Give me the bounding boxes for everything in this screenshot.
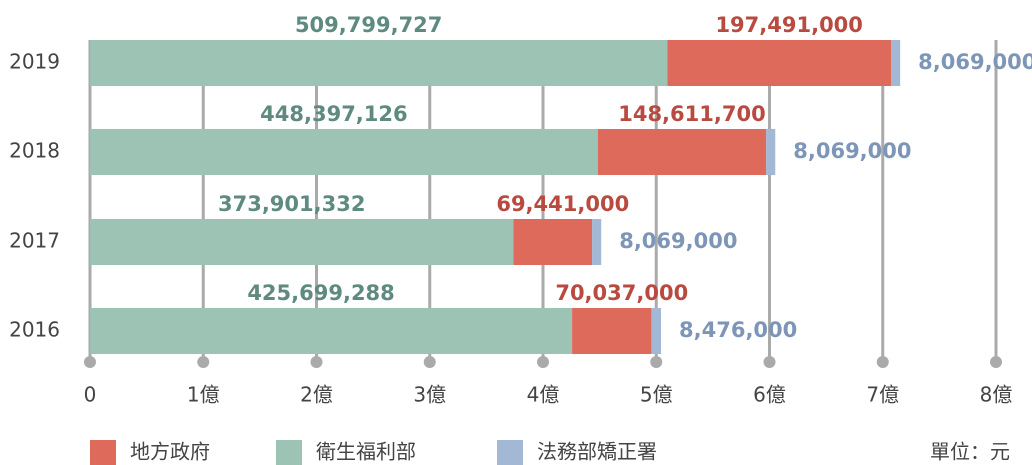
- y-tick-label: 2019: [9, 50, 60, 74]
- tick-dot: [537, 356, 549, 368]
- x-tick-label: 7億: [866, 383, 899, 407]
- value-label: 373,901,332: [218, 192, 365, 216]
- legend-swatch: [90, 440, 116, 465]
- value-label: 148,611,700: [618, 102, 765, 126]
- tick-dot: [650, 356, 663, 368]
- x-tick-label: 4億: [527, 383, 560, 407]
- tick-dot: [84, 356, 96, 368]
- value-label: 425,699,288: [247, 281, 394, 305]
- x-tick-label: 3億: [413, 383, 446, 407]
- unit-note: 單位：元: [930, 440, 1010, 464]
- value-label: 8,069,000: [918, 50, 1032, 74]
- x-tick-label: 6億: [753, 383, 786, 407]
- bar-segment: [572, 308, 652, 354]
- value-label: 70,037,000: [555, 281, 688, 305]
- bar-segment: [891, 40, 901, 86]
- bar-segment: [592, 219, 602, 265]
- value-label: 448,397,126: [260, 102, 407, 126]
- x-tick-label: 5億: [640, 383, 673, 407]
- value-label: 8,069,000: [793, 139, 911, 163]
- value-label: 509,799,727: [295, 13, 442, 37]
- bar-segment: [90, 40, 668, 86]
- bar-segment: [651, 308, 662, 354]
- legend-label: 地方政府: [130, 440, 210, 464]
- bar-segment: [766, 129, 776, 175]
- tick-dot: [423, 356, 436, 368]
- x-tick-label: 1億: [187, 383, 220, 407]
- value-label: 8,069,000: [619, 229, 737, 253]
- y-tick-label: 2016: [9, 318, 60, 342]
- tick-dot: [990, 356, 1002, 368]
- legend-swatch: [497, 440, 523, 465]
- bar-segment: [513, 219, 593, 265]
- tick-dot: [197, 356, 210, 368]
- value-label: 197,491,000: [715, 13, 862, 37]
- bar-segment: [597, 129, 767, 175]
- x-tick-label: 8億: [980, 383, 1013, 407]
- y-tick-label: 2018: [9, 139, 60, 163]
- legend-swatch: [276, 440, 302, 465]
- bar-segment: [90, 129, 598, 175]
- bar-segment: [667, 40, 892, 86]
- legend-label: 衛生福利部: [316, 440, 416, 464]
- tick-dot: [876, 356, 889, 368]
- bar-segment: [90, 308, 573, 354]
- tick-dot: [310, 356, 323, 368]
- value-label: 69,441,000: [496, 192, 629, 216]
- y-tick-label: 2017: [9, 229, 60, 253]
- x-tick-label: 0: [84, 383, 97, 407]
- legend-label: 法務部矯正署: [537, 440, 657, 464]
- value-label: 8,476,000: [679, 318, 797, 342]
- tick-dot: [763, 356, 776, 368]
- x-tick-label: 2億: [300, 383, 333, 407]
- bar-segment: [90, 219, 514, 265]
